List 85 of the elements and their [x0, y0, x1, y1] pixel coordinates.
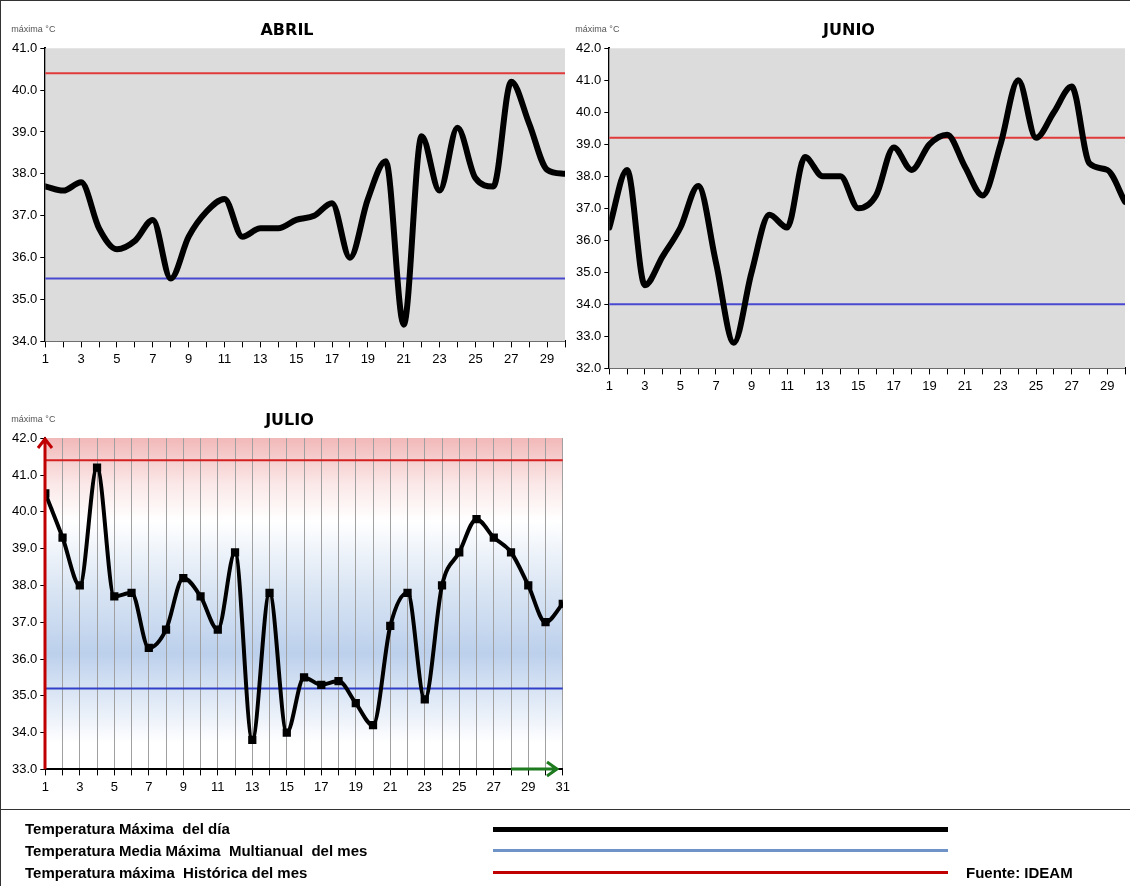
- x-tick-label: 17: [324, 350, 340, 366]
- x-tick-label: 21: [383, 778, 398, 794]
- x-tick-label: 25: [1028, 377, 1044, 393]
- x-tick-label: 13: [245, 778, 260, 794]
- x-tick-label: 13: [815, 377, 830, 393]
- y-tick-label: 36.0: [11, 249, 38, 265]
- y-tick-label: 35.0: [575, 263, 602, 279]
- chart-title: ABRIL: [260, 19, 314, 39]
- x-tick-label: 7: [712, 377, 720, 393]
- y-tick-label: 39.0: [575, 135, 602, 151]
- x-tick-label: 9: [747, 377, 756, 393]
- text: Temperatura máxima Histórica del mes: [25, 864, 308, 881]
- y-tick-label: 38.0: [575, 167, 602, 183]
- x-tick-label: 3: [77, 350, 85, 366]
- x-tick-label: 23: [432, 350, 447, 366]
- x-tick-label: 15: [288, 350, 304, 366]
- x-tick-label: 29: [521, 778, 536, 794]
- y-tick-label: 34.0: [11, 332, 38, 348]
- chart-title: JUNIO: [822, 19, 875, 39]
- y-tick-label: 42.0: [11, 429, 38, 445]
- x-tick-label: 19: [922, 377, 937, 393]
- y-tick-label: 41.0: [11, 466, 38, 482]
- x-tick-label: 1: [41, 350, 49, 366]
- x-tick-label: 23: [417, 778, 433, 794]
- y-tick-label: 35.0: [11, 687, 38, 703]
- x-tick-label: 17: [886, 377, 902, 393]
- x-tick-label: 29: [1099, 377, 1115, 393]
- x-tick-label: 27: [486, 778, 502, 794]
- x-tick-label: 11: [217, 350, 232, 366]
- y-tick-label: 40.0: [11, 81, 38, 97]
- x-tick-label: 7: [149, 350, 157, 366]
- x-tick-label: 31: [555, 778, 570, 794]
- x-tick-label: 1: [41, 778, 49, 794]
- x-tick-label: 3: [76, 778, 84, 794]
- y-tick-label: 39.0: [11, 540, 38, 556]
- x-tick-label: 27: [504, 350, 519, 366]
- y-axis-title: máxima °C: [11, 414, 56, 425]
- x-tick-label: 23: [993, 377, 1008, 393]
- y-axis-title: máxima °C: [11, 24, 56, 35]
- y-tick-label: 40.0: [11, 503, 38, 519]
- x-tick-label: 29: [539, 350, 555, 366]
- x-tick-label: 19: [348, 778, 364, 794]
- x-tick-label: 5: [110, 778, 118, 794]
- y-tick-label: 41.0: [11, 39, 38, 55]
- source-note: Fuente: IDEAM: [966, 864, 1073, 881]
- x-tick-label: 11: [780, 377, 794, 393]
- y-tick-label: 38.0: [11, 165, 38, 181]
- x-tick-label: 9: [179, 778, 187, 794]
- x-tick-label: 5: [113, 350, 121, 366]
- x-tick-label: 11: [211, 778, 225, 794]
- x-tick-label: 3: [641, 377, 649, 393]
- x-tick-label: 25: [468, 350, 483, 366]
- x-tick-label: 21: [957, 377, 973, 393]
- x-tick-label: 27: [1064, 377, 1079, 393]
- x-tick-label: 5: [676, 377, 685, 393]
- y-tick-label: 36.0: [575, 231, 602, 247]
- y-tick-label: 42.0: [575, 39, 602, 55]
- text: Temperatura Media Máxima Multianual del mes: [25, 842, 368, 859]
- x-tick-label: 15: [851, 377, 866, 393]
- y-tick-label: 36.0: [11, 650, 38, 666]
- y-tick-label: 34.0: [11, 724, 38, 740]
- y-tick-label: 39.0: [11, 123, 38, 139]
- x-tick-label: 17: [314, 778, 329, 794]
- y-tick-label: 37.0: [11, 207, 38, 223]
- y-tick-label: 33.0: [11, 760, 38, 776]
- y-tick-label: 32.0: [575, 359, 602, 375]
- y-tick-label: 35.0: [11, 291, 38, 307]
- y-tick-label: 37.0: [11, 613, 38, 629]
- y-tick-label: 37.0: [575, 199, 602, 215]
- y-axis-title: máxima °C: [575, 24, 620, 35]
- x-tick-label: 13: [253, 350, 268, 366]
- x-tick-label: 9: [185, 350, 193, 366]
- y-tick-label: 38.0: [11, 576, 38, 592]
- x-tick-label: 1: [605, 377, 613, 393]
- y-tick-label: 41.0: [575, 71, 602, 87]
- y-tick-label: 34.0: [575, 295, 602, 311]
- x-tick-label: 19: [360, 350, 376, 366]
- x-tick-label: 25: [452, 778, 467, 794]
- y-tick-label: 40.0: [575, 103, 602, 119]
- x-tick-label: 15: [279, 778, 295, 794]
- x-tick-label: 21: [396, 350, 411, 366]
- text: Temperatura Máxima del día: [25, 820, 230, 837]
- y-tick-label: 33.0: [575, 327, 602, 343]
- chart-title: JULIO: [264, 409, 314, 429]
- x-tick-label: 7: [145, 778, 153, 794]
